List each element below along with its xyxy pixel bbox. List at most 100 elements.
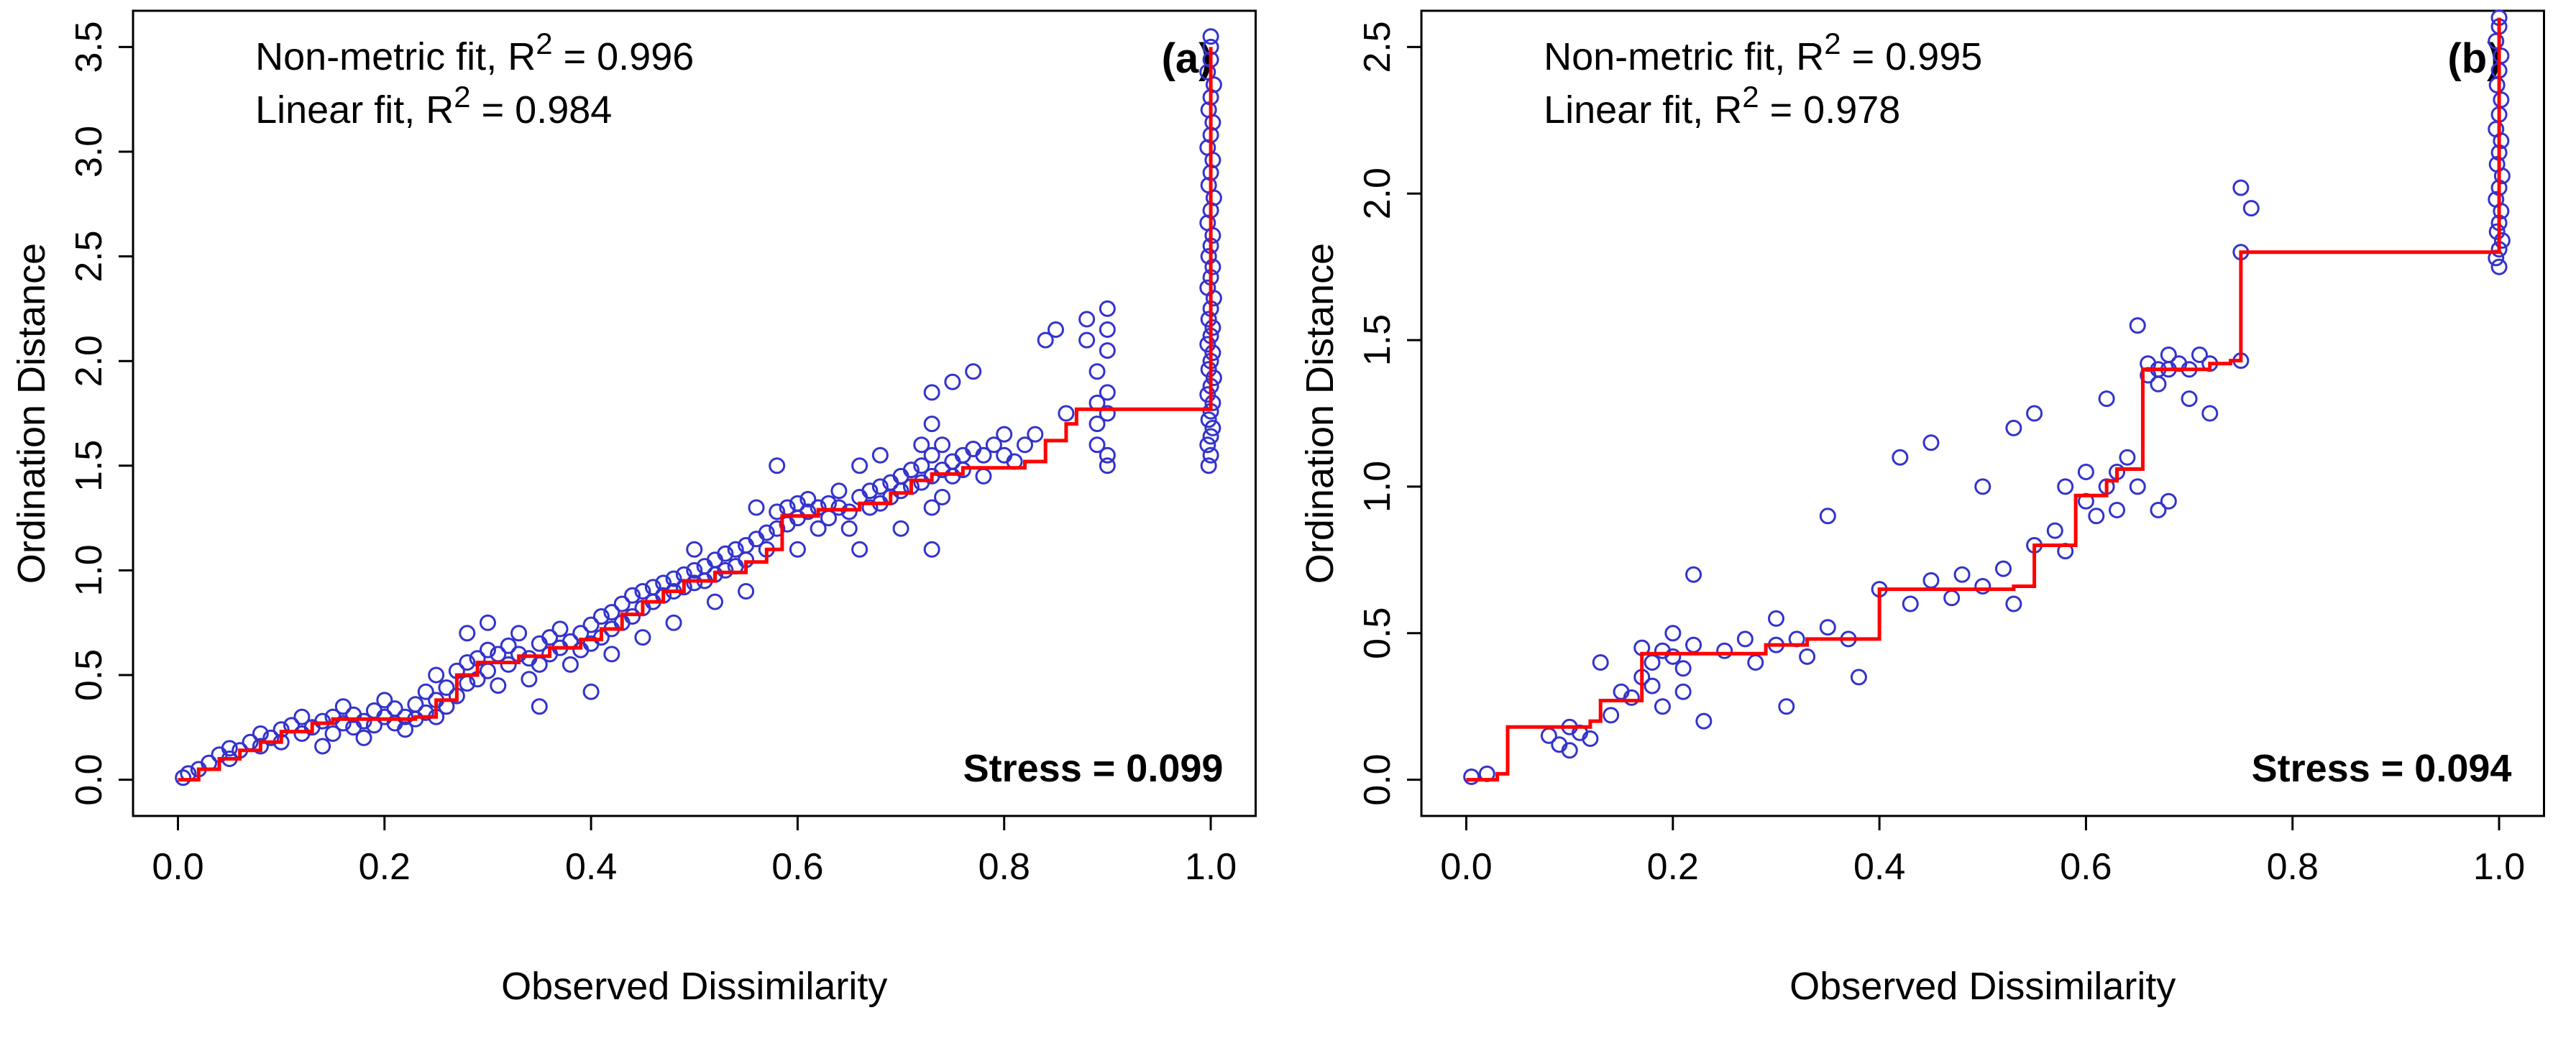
data-point <box>1037 331 1054 349</box>
y-tick-label: 1.5 <box>1357 314 1398 366</box>
data-point <box>1204 319 1221 336</box>
data-point <box>871 446 889 464</box>
data-point <box>1685 566 1702 583</box>
data-point <box>1099 446 1116 464</box>
data-point <box>2492 91 2509 109</box>
data-point <box>1200 411 1217 428</box>
data-point <box>2098 390 2115 408</box>
data-point <box>686 574 703 592</box>
data-point <box>1715 642 1733 659</box>
x-tick-label: 0.4 <box>565 846 617 888</box>
y-tick-label: 2.5 <box>68 230 110 282</box>
data-point <box>1027 426 1044 443</box>
data-point <box>582 616 600 633</box>
data-point <box>428 666 445 684</box>
data-point <box>1922 572 1939 589</box>
monotone-fit-line <box>1465 17 2501 782</box>
data-point <box>562 656 579 673</box>
data-point <box>1204 344 1221 362</box>
data-point <box>397 708 414 725</box>
data-point <box>334 698 352 715</box>
data-point <box>262 729 280 746</box>
data-point <box>758 524 775 541</box>
data-point <box>1058 405 1075 422</box>
data-point <box>479 662 496 679</box>
data-point <box>1099 405 1116 422</box>
data-point <box>1199 436 1216 454</box>
data-point <box>830 482 848 500</box>
data-point <box>376 692 393 709</box>
data-point <box>592 608 610 625</box>
data-point <box>2160 347 2177 363</box>
data-point <box>1685 636 1702 653</box>
data-point <box>892 520 909 537</box>
plot-frame <box>1420 9 2545 817</box>
data-point <box>1099 384 1116 401</box>
y-tick-label: 3.5 <box>68 21 110 73</box>
data-point <box>1767 610 1784 627</box>
data-point <box>717 545 734 562</box>
data-point <box>965 363 982 380</box>
data-point <box>1943 589 1960 607</box>
data-point <box>789 541 806 558</box>
data-point <box>500 637 517 654</box>
data-point <box>2077 464 2094 480</box>
data-point <box>1974 578 1991 595</box>
data-point <box>2149 375 2166 393</box>
data-point <box>1644 654 1661 671</box>
data-point <box>2046 522 2063 539</box>
data-point <box>2118 449 2135 466</box>
data-point <box>1078 311 1096 328</box>
data-point <box>582 683 600 700</box>
plot-frame <box>132 9 1257 817</box>
y-axis-label: Ordination Distance <box>10 243 53 584</box>
data-point <box>769 457 786 474</box>
y-axis-label: Ordination Distance <box>1298 243 1342 584</box>
data-point <box>2181 390 2198 408</box>
data-point <box>944 373 961 390</box>
data-point <box>1644 677 1661 694</box>
data-point <box>1891 449 1908 466</box>
data-point <box>438 679 455 696</box>
data-point <box>727 541 744 558</box>
data-point <box>1088 363 1106 380</box>
stress-label: Stress = 0.094 <box>2251 747 2511 790</box>
data-point <box>1674 660 1692 677</box>
data-point <box>769 503 786 520</box>
data-point <box>2201 405 2218 422</box>
data-point <box>2004 419 2022 436</box>
data-point <box>934 489 951 505</box>
data-point <box>1199 279 1216 296</box>
data-point <box>840 503 858 520</box>
data-point <box>1623 689 1640 706</box>
x-axis-label: Observed Dissimilarity <box>501 965 887 1008</box>
data-point <box>459 654 476 671</box>
data-point <box>923 541 940 558</box>
data-point <box>1099 457 1116 474</box>
data-point <box>2488 223 2506 240</box>
data-point <box>624 608 641 625</box>
data-point <box>479 641 496 659</box>
data-point <box>1200 101 1217 119</box>
data-point <box>861 482 879 500</box>
data-point <box>293 708 311 725</box>
data-point <box>1664 625 1681 642</box>
data-point <box>923 384 940 401</box>
y-tick-label: 2.0 <box>68 335 110 387</box>
y-tick-label: 0.5 <box>1357 607 1398 659</box>
chart-a-svg: 0.0 0.2 0.4 0.6 0.8 1.0 0.0 0.5 1.0 1.5 2.0 2.5 3.0 3… <box>10 9 1257 1008</box>
data-point <box>996 426 1013 443</box>
data-point <box>799 490 817 508</box>
data-point <box>1202 28 1219 45</box>
y-tick-label: 0.5 <box>68 649 110 701</box>
data-point <box>934 436 951 454</box>
data-point <box>1798 648 1815 665</box>
annotation-nonmetric-fit: Non-metric fit, R2 = 0.995 <box>1544 27 1982 78</box>
data-point <box>2160 492 2177 510</box>
data-point <box>531 698 548 715</box>
chart-b-svg: 0.0 0.2 0.4 0.6 0.8 1.0 0.0 0.5 1.0 1.5 2.0 2.5 Obse… <box>1298 9 2545 1008</box>
data-point <box>1200 311 1217 328</box>
data-point <box>624 587 641 604</box>
data-point <box>686 561 703 579</box>
data-point <box>2087 508 2104 525</box>
